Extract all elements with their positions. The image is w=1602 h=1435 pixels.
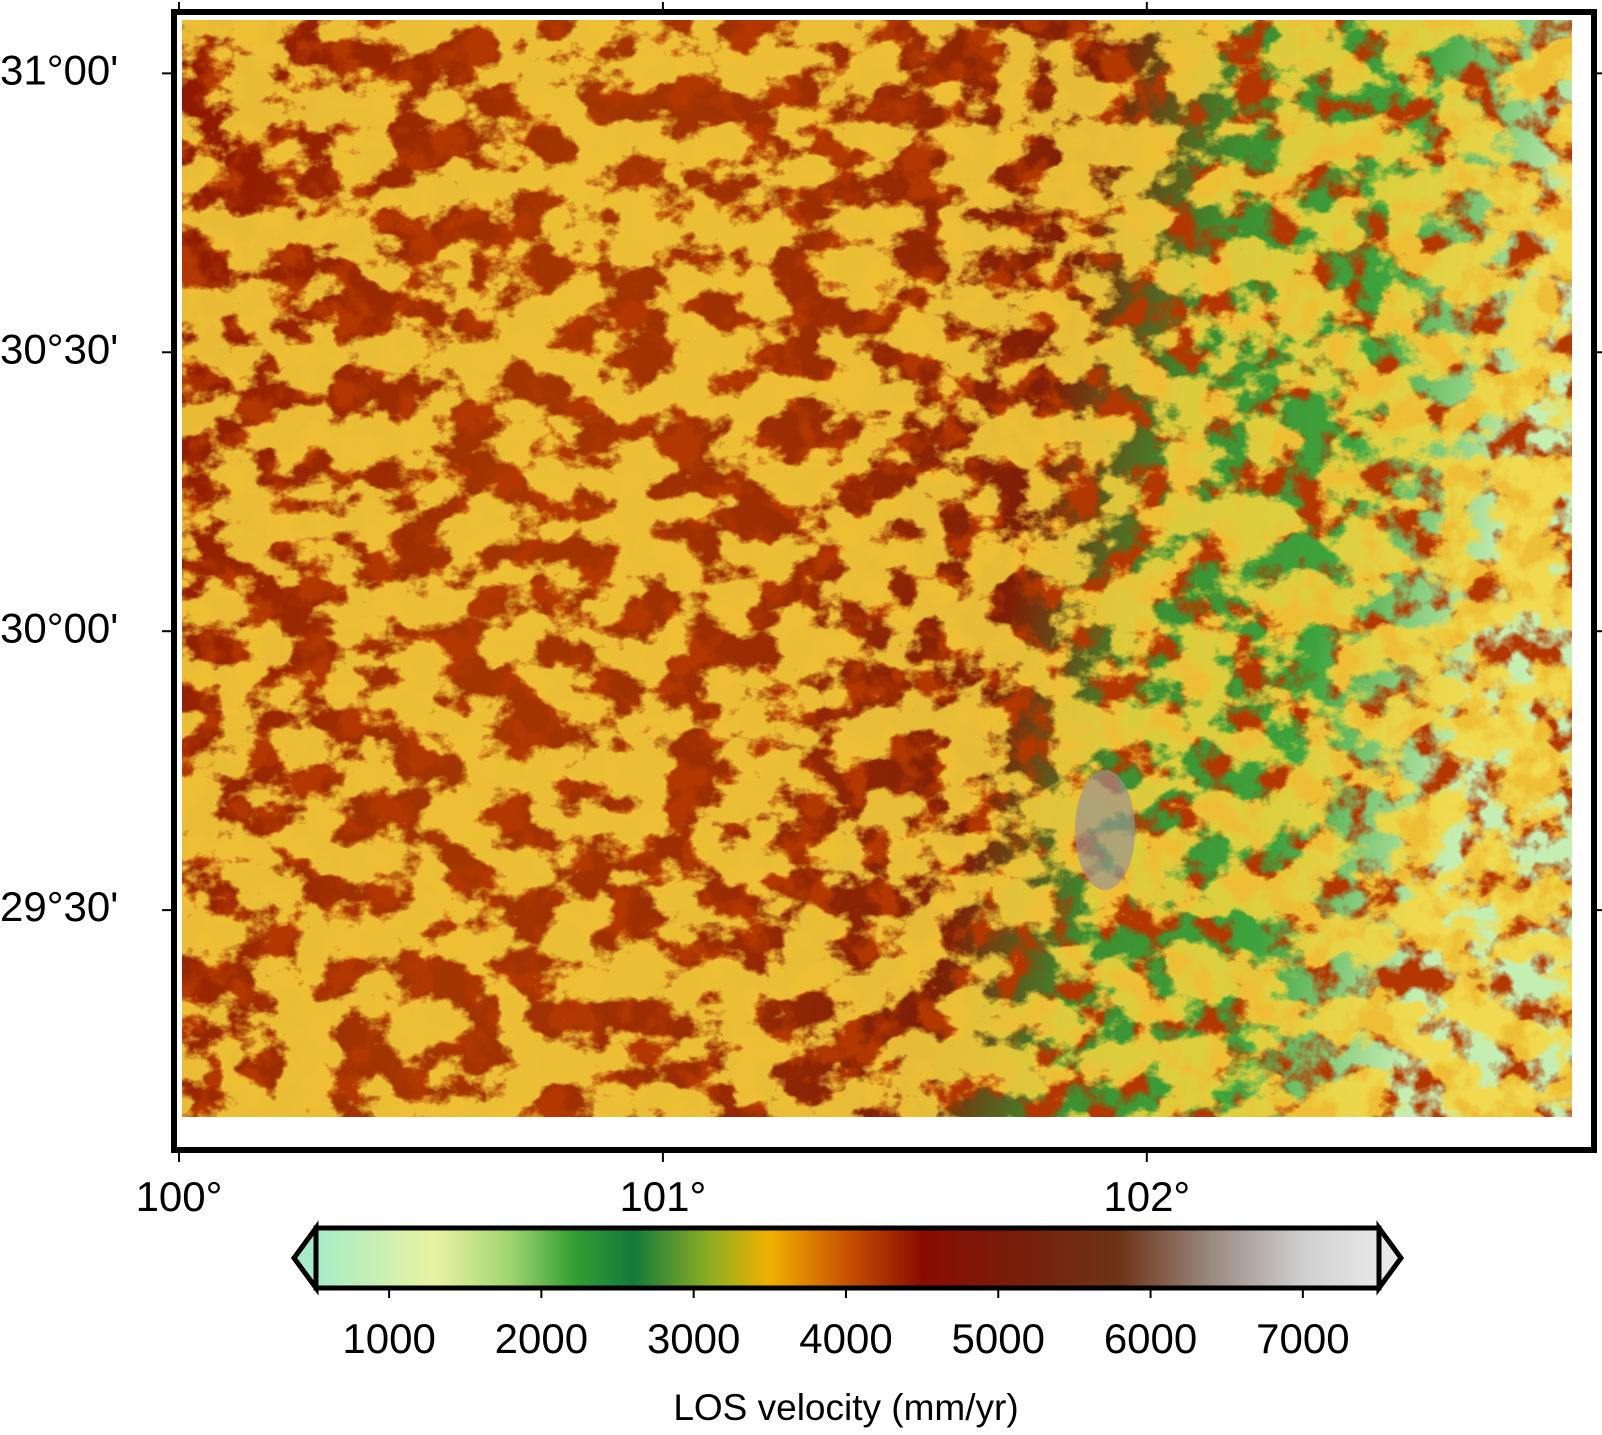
colorbar-segment [1120,1228,1212,1288]
colorbar-tick-label: 1000 [342,1315,435,1362]
colorbar-segment [1302,1228,1380,1288]
colorbar-segment [316,1228,436,1288]
axes: 100° 101° 102° 31°00' 30°30' 30°00' 29°30' [0,2,1602,1220]
colorbar-high-triangle [1376,1220,1405,1296]
colorbar-segment [769,1228,847,1288]
x-tick-label: 102° [1103,1173,1190,1220]
y-tick-label: 30°00' [0,604,118,651]
x-tick-label: 100° [136,1173,223,1220]
y-tick-label: 31°00' [0,46,118,93]
colorbar-segment [571,1228,634,1288]
colorbar-segment [1211,1228,1304,1288]
colorbar-segment [1028,1228,1121,1288]
terrain-valleys [182,20,1572,1117]
colorbar-label: LOS velocity (mm/yr) [673,1387,1018,1428]
colorbar-tick-label: 2000 [495,1315,588,1362]
map-area [182,20,1572,1117]
colorbar-low-triangle [290,1220,319,1296]
snow-peak [1075,770,1135,890]
colorbar-frame [313,1225,1382,1291]
colorbar-segment [922,1228,1030,1288]
colorbar-tick-label: 4000 [799,1315,892,1362]
colorbar-segment [632,1228,710,1288]
colorbar-segment [434,1228,512,1288]
colorbar-tick-label: 7000 [1256,1315,1349,1362]
colorbar-tick-label: 6000 [1104,1315,1197,1362]
y-tick-label: 29°30' [0,883,118,930]
colorbar-tick-label: 5000 [952,1315,1045,1362]
colorbar-segment [510,1228,573,1288]
map-frame [171,9,1597,1153]
colorbar: LOS velocity (mm/yr) 1000 2000 3000 4000 500… [290,1220,1405,1428]
x-tick-label: 101° [619,1173,706,1220]
y-tick-label: 30°30' [0,325,118,372]
colorbar-segment [845,1228,923,1288]
colorbar-tick-label: 3000 [647,1315,740,1362]
colorbar-segment [708,1228,771,1288]
